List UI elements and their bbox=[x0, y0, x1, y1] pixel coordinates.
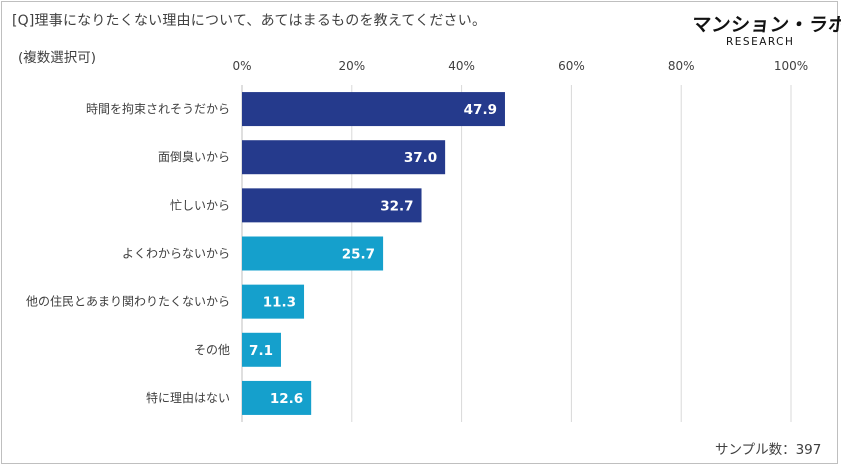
x-tick-label: 80% bbox=[668, 59, 695, 73]
category-label: 面倒臭いから bbox=[158, 149, 230, 164]
data-label: 47.9 bbox=[464, 102, 497, 118]
question-title: [Q]理事になりたくない理由について、あてはまるものを教えてください。 bbox=[12, 13, 487, 29]
data-label: 12.6 bbox=[270, 391, 303, 407]
bar bbox=[242, 92, 505, 127]
category-label: よくわからないから bbox=[122, 247, 230, 261]
logo-sub-text: RESEARCH bbox=[726, 36, 795, 48]
mansion-lab-logo: マンション・ラボ RESEARCH bbox=[691, 10, 841, 56]
bar bbox=[242, 332, 281, 367]
bar bbox=[242, 284, 305, 319]
x-tick-label: 60% bbox=[558, 59, 585, 73]
bar bbox=[242, 140, 446, 175]
data-label: 11.3 bbox=[263, 295, 296, 311]
data-label: 25.7 bbox=[342, 247, 375, 263]
category-label: その他 bbox=[194, 343, 230, 357]
bar bbox=[242, 188, 422, 223]
multiple-choice-note: (複数選択可) bbox=[18, 50, 97, 66]
data-label: 37.0 bbox=[404, 150, 437, 166]
x-tick-label: 0% bbox=[232, 59, 251, 73]
category-label: 特に理由はない bbox=[146, 390, 230, 405]
x-tick-label: 20% bbox=[338, 59, 365, 73]
x-tick-label: 100% bbox=[774, 59, 808, 73]
bar bbox=[242, 380, 312, 415]
data-label: 7.1 bbox=[249, 343, 273, 359]
category-label: 忙しいから bbox=[170, 198, 230, 212]
sample-size: サンプル数：397 bbox=[715, 442, 822, 458]
x-tick-label: 40% bbox=[448, 59, 475, 73]
category-label: 他の住民とあまり関わりたくないから bbox=[26, 295, 230, 309]
category-label: 時間を拘束されそうだから bbox=[86, 102, 230, 116]
bar bbox=[242, 236, 384, 271]
data-label: 32.7 bbox=[380, 198, 413, 214]
